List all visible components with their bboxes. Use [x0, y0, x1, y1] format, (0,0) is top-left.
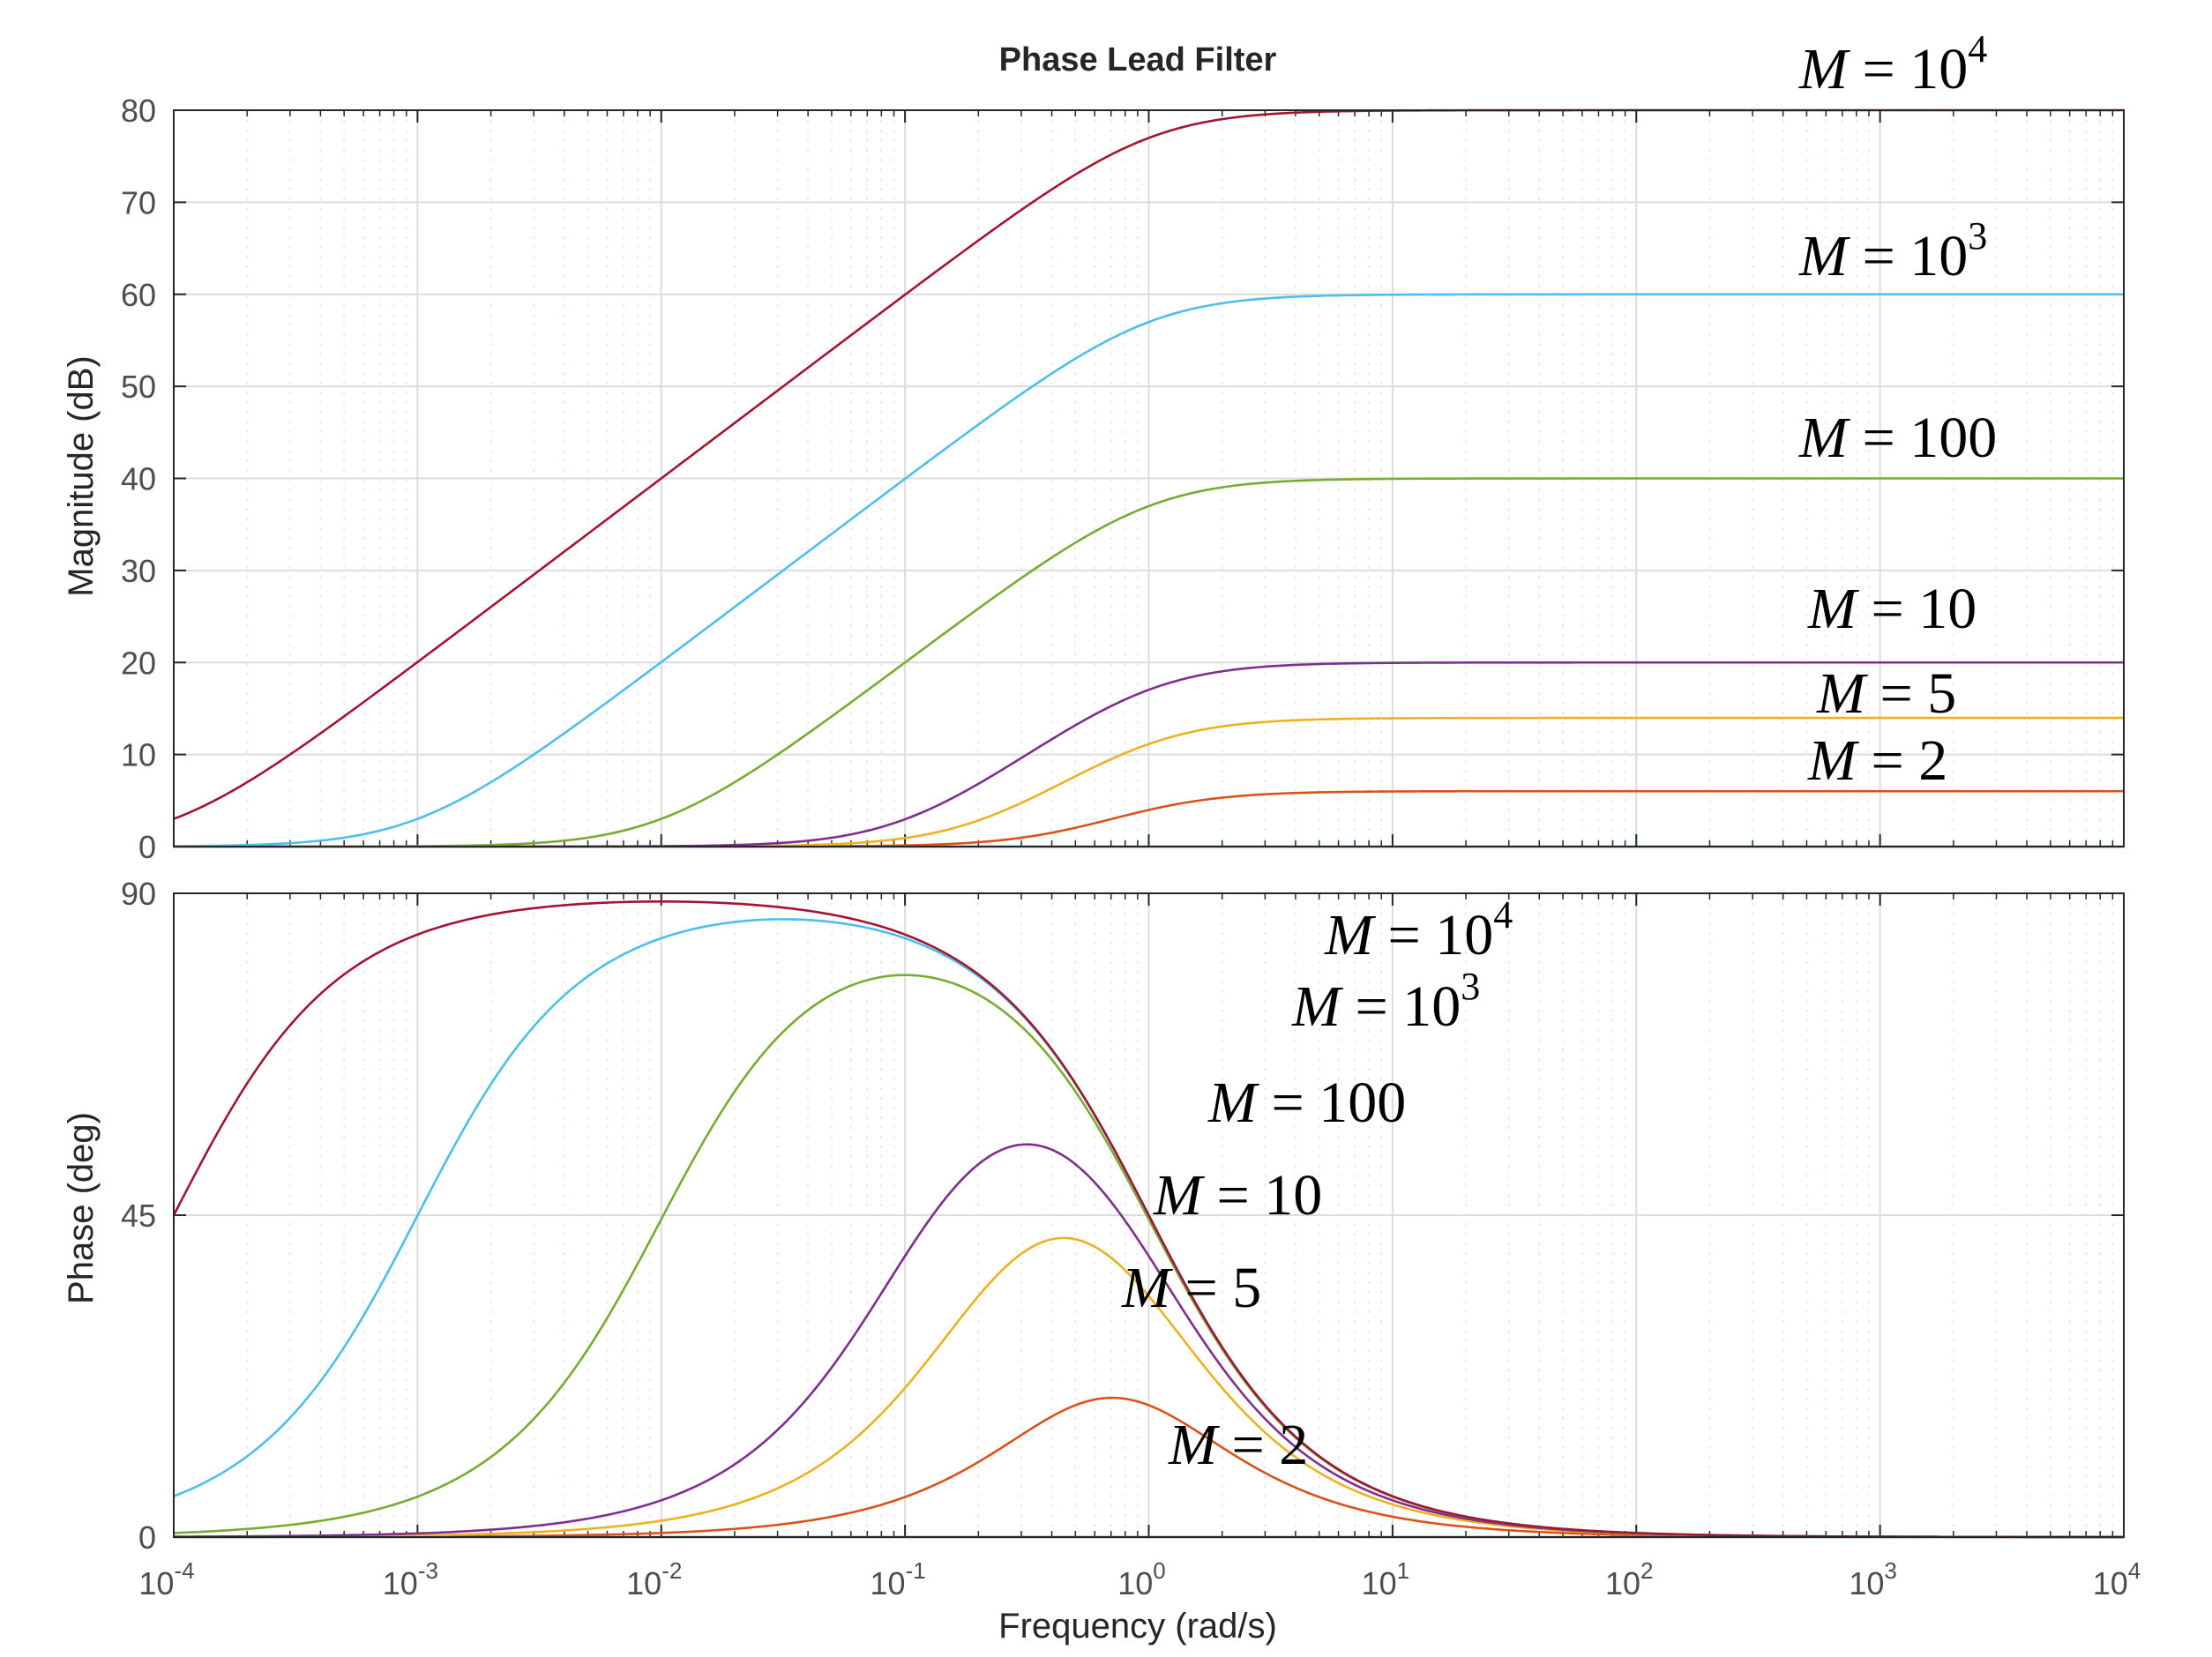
y-tick-label: 40	[121, 461, 156, 497]
y-tick-label: 70	[121, 184, 156, 220]
y-tick-label: 90	[121, 876, 156, 912]
phase-series-annotation: M = 104	[1324, 893, 1513, 967]
magnitude-axis-label: Magnitude (dB)	[62, 355, 101, 596]
y-tick-label: 10	[121, 737, 156, 773]
x-tick-label: 104	[2093, 1557, 2141, 1601]
x-tick-label: 102	[1605, 1557, 1654, 1601]
phase-series-annotation: M = 103	[1291, 965, 1480, 1039]
y-tick-label: 0	[138, 829, 156, 865]
y-tick-label: 0	[138, 1519, 156, 1556]
magnitude-series-M100	[174, 477, 2124, 848]
x-tick-label: 100	[1117, 1557, 1166, 1601]
frequency-axis-label: Frequency (rad/s)	[998, 1607, 1277, 1646]
y-tick-label: 60	[121, 277, 156, 313]
chart-title: Phase Lead Filter	[999, 41, 1277, 78]
magnitude-series-annotation: M = 10	[1807, 577, 1977, 641]
magnitude-series-annotation: M = 2	[1807, 728, 1947, 793]
magnitude-series-M1000	[173, 293, 2124, 847]
magnitude-axes-box	[173, 109, 2125, 847]
phase-axes-box	[173, 892, 2125, 1538]
x-tick-label: 101	[1362, 1557, 1410, 1601]
x-tick-label: 103	[1849, 1557, 1897, 1601]
x-tick-label: 10-3	[383, 1557, 438, 1601]
phase-series-annotation: M = 100	[1207, 1071, 1406, 1135]
phase-axis-label: Phase (deg)	[62, 1112, 101, 1304]
magnitude-series-annotation: M = 5	[1816, 661, 1956, 726]
magnitude-series-annotation: M = 103	[1798, 214, 1987, 288]
magnitude-series-annotation: M = 104	[1798, 27, 1987, 101]
y-tick-label: 20	[121, 645, 156, 681]
phase-series-annotation: M = 10	[1153, 1163, 1322, 1228]
x-tick-label: 10-2	[626, 1557, 682, 1601]
x-tick-label: 10-1	[871, 1557, 926, 1601]
magnitude-series-annotation: M = 100	[1798, 406, 1997, 470]
phase-series-annotation: M = 5	[1121, 1256, 1261, 1320]
phase-series-annotation: M = 2	[1168, 1413, 1308, 1477]
y-tick-label: 50	[121, 369, 156, 405]
y-tick-label: 45	[121, 1198, 156, 1234]
y-tick-label: 80	[121, 93, 156, 129]
x-tick-label: 10-4	[138, 1557, 194, 1601]
magnitude-plot: 0 10 20 30 40 50 60 70 80 M = 104 M = 103 M = 100 M …	[121, 27, 2125, 865]
phase-series-M10000	[172, 899, 2124, 1539]
y-tick-label: 30	[121, 553, 156, 589]
